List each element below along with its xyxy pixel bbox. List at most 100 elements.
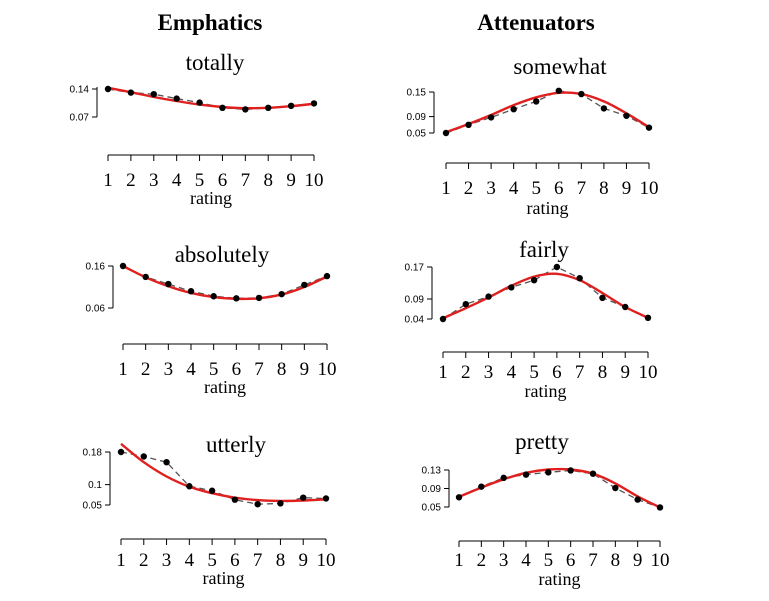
panel-title: totally xyxy=(186,50,245,75)
x-tick-label: 2 xyxy=(139,550,149,571)
x-tick-label: 3 xyxy=(164,359,174,380)
panel-title: fairly xyxy=(519,237,569,262)
y-tick-label: 0.09 xyxy=(422,484,442,495)
data-point xyxy=(478,483,485,490)
data-point xyxy=(277,500,284,507)
x-tick-label: 1 xyxy=(438,362,448,383)
y-tick-label: 0.05 xyxy=(422,503,442,514)
x-tick-label: 3 xyxy=(149,170,159,191)
data-point xyxy=(163,458,170,466)
panel-title: absolutely xyxy=(175,242,270,267)
fitted-curve xyxy=(120,442,327,503)
x-tick-label: 4 xyxy=(186,359,196,380)
data-point xyxy=(623,112,630,119)
data-point xyxy=(187,288,195,295)
x-tick-label: 1 xyxy=(103,170,113,191)
data-point xyxy=(462,301,469,308)
y-tick-label: 0.13 xyxy=(422,466,442,477)
y-tick-label: 0.14 xyxy=(70,85,90,96)
x-axis-label: rating xyxy=(203,568,245,588)
x-tick-label: 3 xyxy=(484,362,494,383)
data-point xyxy=(567,467,574,474)
x-axis-label: rating xyxy=(204,377,246,397)
x-tick-label: 1 xyxy=(118,359,128,380)
data-point xyxy=(233,295,240,302)
x-tick-label: 8 xyxy=(611,550,621,571)
data-point xyxy=(600,105,608,112)
data-point xyxy=(465,121,472,128)
y-tick-label: 0.18 xyxy=(83,448,103,459)
data-point xyxy=(553,263,561,271)
fitted-curve xyxy=(458,467,661,509)
x-tick-label: 2 xyxy=(464,178,474,199)
observed-line xyxy=(458,469,661,509)
chart-panel-absolutely: absolutely 0.16 0.06 1 2 3 4 5 6 7 8 9 10 rating xyxy=(86,242,337,397)
data-point xyxy=(196,99,203,106)
y-tick-label: 0.1 xyxy=(88,480,102,491)
data-point xyxy=(322,495,330,502)
data-point xyxy=(142,273,149,281)
x-tick-label: 6 xyxy=(554,178,564,199)
data-point xyxy=(186,483,193,490)
data-point xyxy=(150,91,157,98)
x-tick-label: 5 xyxy=(209,359,219,380)
x-tick-label: 9 xyxy=(620,362,630,383)
panel-title: pretty xyxy=(515,429,569,454)
chart-panel-fairly: fairly 0.17 0.09 0.04 1 2 3 4 5 6 7 8 9 10 rating xyxy=(405,237,658,401)
panel-title: utterly xyxy=(206,432,267,457)
x-tick-label: 5 xyxy=(195,170,205,191)
data-point xyxy=(545,469,552,476)
x-tick-label: 9 xyxy=(298,550,308,571)
observed-line xyxy=(122,265,328,299)
y-tick-label: 0.17 xyxy=(405,263,425,274)
x-tick-label: 6 xyxy=(552,362,562,383)
chart-panel-utterly: utterly 0.18 0.1 0.05 1 2 3 4 5 6 7 8 9 10 rating xyxy=(83,432,336,588)
y-tick-label: 0.07 xyxy=(70,113,90,124)
data-point xyxy=(104,85,112,93)
x-tick-label: 10 xyxy=(305,170,324,191)
data-point xyxy=(255,294,263,302)
x-tick-label: 10 xyxy=(651,550,670,571)
x-tick-label: 10 xyxy=(317,550,336,571)
chart-panel-pretty: pretty 0.13 0.09 0.05 1 2 3 4 5 6 7 8 9 10 rating xyxy=(422,429,670,589)
data-point xyxy=(634,496,641,503)
x-tick-label: 7 xyxy=(254,359,264,380)
x-tick-label: 5 xyxy=(544,550,554,571)
data-point xyxy=(487,114,495,121)
data-point xyxy=(208,487,216,494)
data-point xyxy=(127,89,135,96)
x-tick-label: 8 xyxy=(263,170,273,191)
data-point xyxy=(522,471,530,478)
x-axis-label: rating xyxy=(527,198,569,218)
x-tick-label: 5 xyxy=(529,362,539,383)
fitted-curve xyxy=(442,272,649,320)
y-tick-label: 0.09 xyxy=(407,112,427,123)
data-point xyxy=(219,104,226,112)
data-point xyxy=(442,129,450,137)
x-axis-label: rating xyxy=(190,188,232,208)
x-tick-label: 6 xyxy=(566,550,576,571)
data-point xyxy=(576,275,583,282)
data-point xyxy=(578,90,585,98)
x-tick-label: 2 xyxy=(461,362,471,383)
x-tick-label: 8 xyxy=(277,359,287,380)
x-tick-label: 5 xyxy=(531,178,541,199)
x-tick-label: 10 xyxy=(639,362,658,383)
data-point xyxy=(555,87,562,94)
x-tick-label: 4 xyxy=(172,170,182,191)
fitted-curve xyxy=(445,91,650,134)
x-tick-label: 10 xyxy=(640,178,659,199)
x-tick-label: 2 xyxy=(477,550,487,571)
y-tick-label: 0.04 xyxy=(405,315,425,326)
y-tick-label: 0.05 xyxy=(407,129,427,140)
data-point xyxy=(500,474,507,482)
y-tick-label: 0.06 xyxy=(86,304,106,315)
data-point xyxy=(173,95,180,102)
x-tick-label: 8 xyxy=(599,178,609,199)
x-tick-label: 4 xyxy=(509,178,519,199)
data-point xyxy=(622,303,629,311)
data-point xyxy=(510,106,517,113)
data-point xyxy=(140,453,147,460)
